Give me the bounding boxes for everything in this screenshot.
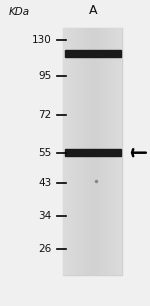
Bar [78,28,79,274]
Bar [68,28,69,274]
Bar [106,28,107,274]
Bar [82,28,84,274]
Bar [90,28,91,274]
Bar [65,28,66,274]
Bar [63,28,122,274]
Bar [102,28,103,274]
Bar [104,28,106,274]
Bar [93,28,94,274]
Bar [65,50,121,57]
Bar [115,28,116,274]
Bar [81,28,82,274]
Bar [84,28,85,274]
Text: 95: 95 [38,71,51,81]
Bar [65,149,121,156]
Text: 26: 26 [38,244,51,254]
Bar [85,28,87,274]
Text: KDa: KDa [9,7,30,17]
Bar [74,28,75,274]
Text: A: A [88,4,97,17]
Text: 43: 43 [38,178,51,188]
Text: 55: 55 [38,148,51,158]
Bar [112,28,113,274]
Bar [66,28,68,274]
Bar [76,28,78,274]
Text: 130: 130 [32,35,51,45]
Text: 34: 34 [38,211,51,221]
Bar [121,28,122,274]
Bar [113,28,115,274]
Bar [109,28,110,274]
Bar [100,28,102,274]
Bar [94,28,96,274]
Bar [88,28,90,274]
Bar [99,28,100,274]
Bar [110,28,112,274]
Bar [103,28,104,274]
Bar [118,28,119,274]
Bar [96,28,97,274]
Bar [91,28,93,274]
Bar [69,28,71,274]
Bar [72,28,74,274]
Bar [63,28,65,274]
Bar [107,28,109,274]
Bar [97,28,99,274]
Bar [75,28,76,274]
Bar [71,28,72,274]
Bar [79,28,81,274]
Bar [119,28,121,274]
Bar [116,28,118,274]
Bar [87,28,88,274]
Text: 72: 72 [38,110,51,120]
